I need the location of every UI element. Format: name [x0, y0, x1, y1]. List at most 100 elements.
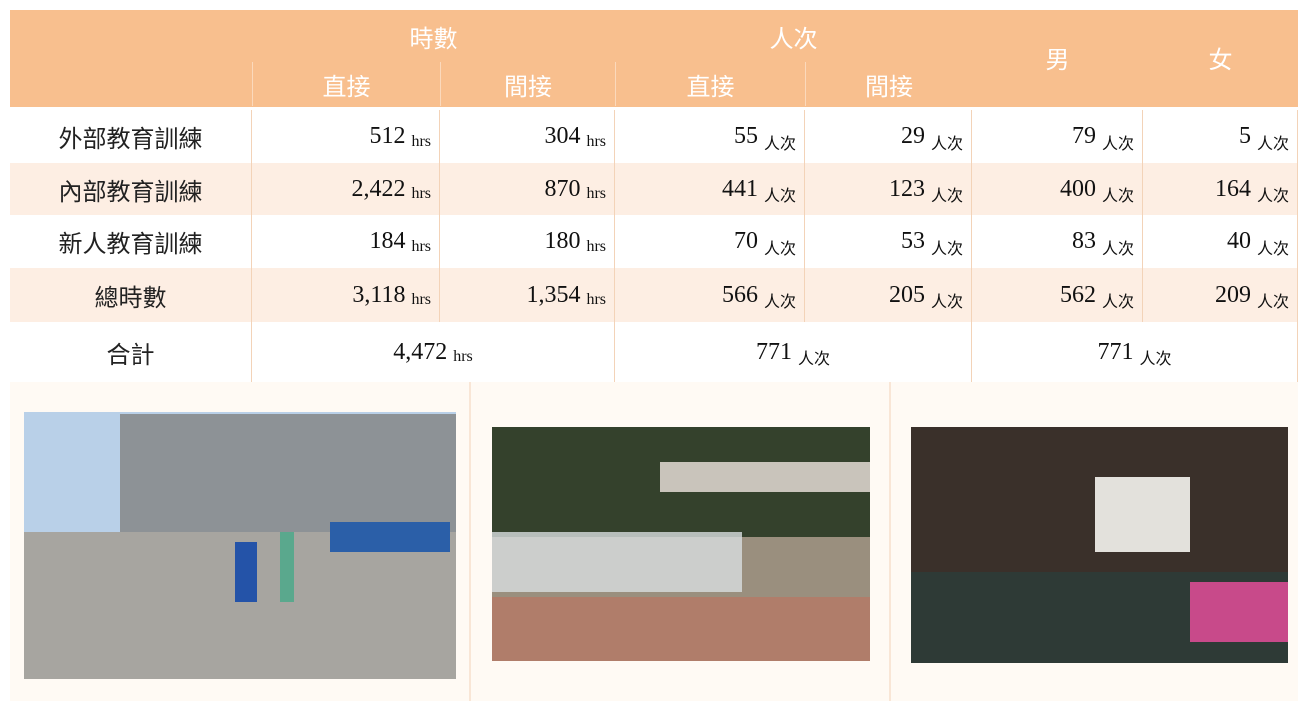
header-band — [10, 10, 1298, 107]
photo-hose-drill — [492, 427, 870, 661]
table-cell: 870 hrs — [440, 163, 615, 215]
header-sub: 間接 — [440, 62, 615, 106]
cell-number: 209 — [1214, 281, 1251, 308]
cell-number: 180 — [544, 228, 581, 254]
table-cell: 1,354 hrs — [440, 268, 615, 322]
cell-unit: 人次 — [763, 188, 796, 205]
cell-unit: hrs — [411, 132, 431, 150]
cell-unit: 人次 — [930, 135, 963, 153]
table-cell: 29 人次 — [805, 110, 972, 163]
cell-unit: 人次 — [1256, 188, 1289, 205]
cell-number: 123 — [888, 175, 925, 202]
cell-number: 83 — [1071, 228, 1096, 254]
table-cell: 180 hrs — [440, 215, 615, 268]
table-cell: 205 人次 — [805, 268, 972, 322]
cell-number: 771 — [1097, 338, 1134, 365]
cell-number: 566 — [721, 281, 758, 308]
table-cell: 4,472 hrs — [252, 322, 615, 382]
row-label: 內部教育訓練 — [10, 163, 252, 215]
header-sub: 直接 — [615, 62, 805, 106]
cell-unit: 人次 — [1256, 135, 1289, 153]
cell-number: 5 — [1238, 123, 1251, 149]
table-cell: 79 人次 — [972, 110, 1143, 163]
header-group: 男 — [1045, 45, 1070, 74]
cell-unit: hrs — [411, 237, 431, 255]
cell-unit: 人次 — [930, 294, 963, 311]
row-label: 合計 — [10, 322, 252, 382]
cell-unit: 人次 — [763, 240, 796, 258]
cell-number: 70 — [733, 228, 758, 254]
cell-number: 55 — [733, 123, 758, 149]
cell-number: 205 — [888, 281, 925, 308]
cell-number: 3,118 — [352, 281, 406, 308]
row-label: 總時數 — [10, 268, 252, 322]
cell-unit: 人次 — [1101, 294, 1134, 311]
table-cell: 209 人次 — [1143, 268, 1298, 322]
cell-number: 40 — [1226, 228, 1251, 254]
cell-unit: hrs — [586, 291, 606, 308]
header-sub: 直接 — [252, 62, 440, 106]
table-cell: 2,422 hrs — [252, 163, 440, 215]
table-cell: 562 人次 — [972, 268, 1143, 322]
cell-number: 400 — [1059, 175, 1096, 202]
photo-classroom — [911, 427, 1288, 663]
table-cell: 5 人次 — [1143, 110, 1298, 163]
header-group: 女 — [1208, 45, 1233, 74]
cell-unit: hrs — [586, 132, 606, 150]
cell-unit: 人次 — [763, 135, 796, 153]
cell-unit: 人次 — [1256, 294, 1289, 311]
cell-unit: 人次 — [1101, 240, 1134, 258]
table-cell: 70 人次 — [615, 215, 805, 268]
table-cell: 55 人次 — [615, 110, 805, 163]
row-label: 新人教育訓練 — [10, 215, 252, 268]
cell-number: 304 — [544, 123, 581, 149]
photo-fire-drill — [24, 412, 456, 679]
table-cell: 164 人次 — [1143, 163, 1298, 215]
header-group: 時數 — [409, 24, 458, 53]
table-cell: 123 人次 — [805, 163, 972, 215]
cell-unit: hrs — [411, 291, 431, 308]
cell-number: 2,422 — [351, 175, 406, 202]
row-label: 外部教育訓練 — [10, 110, 252, 163]
cell-number: 512 — [369, 123, 406, 149]
cell-unit: 人次 — [797, 351, 830, 368]
cell-unit: 人次 — [930, 240, 963, 258]
cell-unit: hrs — [586, 185, 606, 202]
cell-number: 562 — [1059, 281, 1096, 308]
cell-number: 870 — [544, 175, 581, 202]
cell-number: 441 — [721, 175, 758, 202]
cell-number: 29 — [900, 123, 925, 149]
cell-unit: 人次 — [1256, 240, 1289, 258]
cell-number: 53 — [900, 228, 925, 254]
table-cell: 441 人次 — [615, 163, 805, 215]
cell-unit: 人次 — [1101, 135, 1134, 153]
cell-unit: hrs — [411, 185, 431, 202]
cell-number: 164 — [1214, 175, 1251, 202]
table-cell: 184 hrs — [252, 215, 440, 268]
cell-number: 184 — [369, 228, 406, 254]
table-cell: 83 人次 — [972, 215, 1143, 268]
cell-unit: hrs — [453, 348, 473, 365]
cell-unit: 人次 — [930, 188, 963, 205]
table-cell: 771 人次 — [615, 322, 972, 382]
cell-number: 1,354 — [526, 281, 581, 308]
cell-unit: 人次 — [1139, 351, 1172, 368]
table-cell: 771 人次 — [972, 322, 1298, 382]
table-cell: 512 hrs — [252, 110, 440, 163]
cell-number: 79 — [1071, 123, 1096, 149]
table-cell: 40 人次 — [1143, 215, 1298, 268]
header-group: 人次 — [769, 24, 818, 53]
cell-unit: 人次 — [1101, 188, 1134, 205]
table-cell: 304 hrs — [440, 110, 615, 163]
table-cell: 400 人次 — [972, 163, 1143, 215]
table-cell: 3,118 hrs — [252, 268, 440, 322]
cell-unit: 人次 — [763, 294, 796, 311]
table-cell: 53 人次 — [805, 215, 972, 268]
photo-area — [10, 382, 1298, 701]
cell-number: 771 — [755, 338, 792, 365]
cell-number: 4,472 — [393, 338, 448, 365]
cell-unit: hrs — [586, 237, 606, 255]
header-sub: 間接 — [805, 62, 972, 106]
table-cell: 566 人次 — [615, 268, 805, 322]
